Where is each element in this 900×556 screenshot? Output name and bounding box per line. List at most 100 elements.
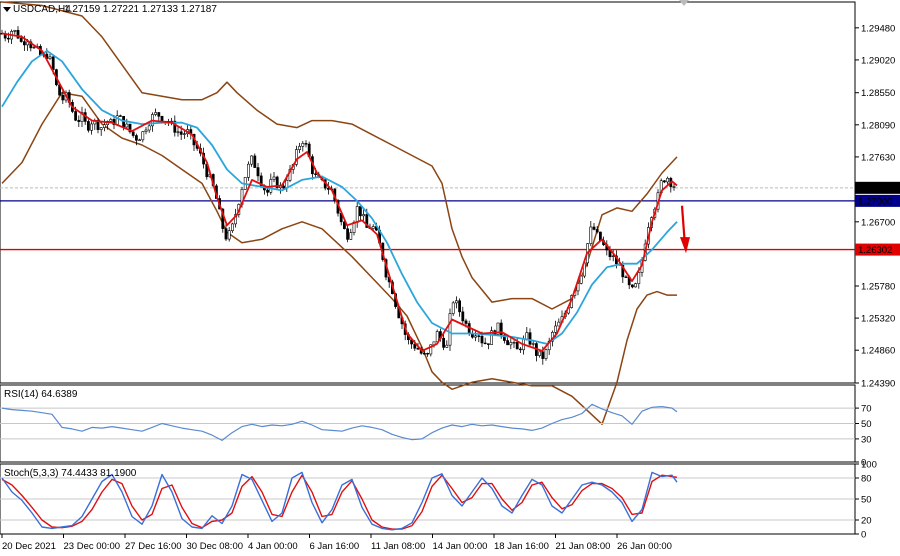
candle-body <box>22 41 26 46</box>
rsi-line <box>1 403 678 441</box>
ma-fast-line <box>1 32 678 352</box>
candle-body <box>531 343 535 345</box>
price-tick-label: 1.28090 <box>861 120 895 131</box>
candle-body <box>224 228 228 240</box>
candle-body <box>125 123 129 128</box>
candle-body <box>13 30 17 32</box>
candle-body <box>342 221 346 230</box>
candle-body <box>458 300 462 313</box>
candle-body <box>99 127 103 130</box>
stoch-label: Stoch(5,3,3) 74.4433 81.1900 <box>4 468 137 479</box>
candle-body <box>557 321 561 327</box>
candle-body <box>109 119 113 122</box>
price-tick-label: 1.29020 <box>861 55 895 66</box>
candle-body <box>477 335 481 337</box>
candle-body <box>509 342 513 346</box>
candle-body <box>304 143 308 145</box>
candle-body <box>662 180 666 183</box>
candle-body <box>247 163 250 178</box>
down-arrow-head-icon <box>680 237 690 254</box>
candle-body <box>429 344 433 355</box>
candle-body <box>294 149 298 165</box>
candle-body <box>621 264 625 278</box>
candle-body <box>77 119 81 122</box>
candle-body <box>595 229 599 233</box>
price-tick-label: 1.28550 <box>861 88 895 99</box>
symbol-label: USDCAD,H4 <box>13 4 71 15</box>
candle-body <box>435 331 439 343</box>
scroll-corner-icon[interactable] <box>679 0 689 6</box>
candle-body <box>173 120 177 133</box>
x-tick-label: 20 Dec 2021 <box>2 541 56 552</box>
candle-body <box>314 173 318 175</box>
candle-body <box>128 123 132 133</box>
candle-body <box>474 335 478 338</box>
candle-body <box>515 342 519 350</box>
candle-body <box>61 94 65 101</box>
candle-body <box>275 176 279 189</box>
level-badge-red-bg <box>855 243 900 256</box>
axis-layer: 1.29480 1.29020 1.28550 1.28090 1.27630 1.267… <box>1 23 900 552</box>
candle-body <box>138 139 142 141</box>
price-tick-label: 1.24390 <box>861 379 895 390</box>
candle-body <box>637 272 641 284</box>
candle-body <box>16 30 20 39</box>
rsi-tick-label: 0 <box>861 458 866 469</box>
candle-body <box>451 302 455 314</box>
ohlc-readout: 1.27159 1.27221 1.27133 1.27187 <box>64 4 217 15</box>
candle-body <box>160 115 164 122</box>
candle-body <box>298 146 302 150</box>
candle-body <box>541 351 545 359</box>
candle-body <box>506 340 510 346</box>
candle-body <box>611 255 615 258</box>
price-tick-label: 1.27630 <box>861 152 895 163</box>
current-price-badge: 1.27187 <box>858 183 892 194</box>
x-tick-label: 4 Jan 00:00 <box>248 541 298 552</box>
candle-body <box>413 343 417 349</box>
candle-body <box>90 123 94 131</box>
candle-body <box>154 112 158 115</box>
candle-body <box>157 112 161 117</box>
candle-body <box>589 226 593 244</box>
candle-body <box>176 131 180 133</box>
price-panel[interactable] <box>0 1 856 384</box>
rsi-layer <box>0 403 855 441</box>
price-tick-label: 1.24860 <box>861 346 895 357</box>
bollinger-lower <box>1 91 677 425</box>
price-layer <box>0 1 855 425</box>
x-tick-label: 21 Jan 08:00 <box>556 541 611 552</box>
symbol-menu-icon[interactable] <box>3 7 11 12</box>
candle-body <box>266 189 270 193</box>
candle-body <box>480 335 484 344</box>
candle-body <box>502 334 506 341</box>
price-tick-label: 1.26700 <box>861 217 895 228</box>
candle-body <box>358 206 362 217</box>
x-tick-label: 11 Jan 08:00 <box>371 541 425 552</box>
candle-body <box>496 322 500 335</box>
candle-body <box>362 214 366 217</box>
stoch-tick-label: 0 <box>861 530 866 541</box>
candle-body <box>355 206 359 223</box>
candle-body <box>19 37 23 42</box>
candle-body <box>538 351 542 356</box>
x-tick-label: 6 Jan 16:00 <box>310 541 360 552</box>
candle-body <box>518 348 522 351</box>
rsi-tick-label: 70 <box>861 404 872 415</box>
candle-body <box>426 353 430 355</box>
candle-body <box>231 223 234 231</box>
candle-body <box>499 322 503 336</box>
rsi-tick-label: 30 <box>861 434 872 445</box>
x-tick-label: 23 Dec 00:00 <box>64 541 121 552</box>
candle-body <box>442 337 446 348</box>
candle-body <box>634 283 638 288</box>
candle-body <box>346 228 350 240</box>
candle-body <box>112 119 116 125</box>
candle-body <box>250 155 254 165</box>
rsi-tick-label: 50 <box>861 419 872 430</box>
candle-body <box>464 320 468 324</box>
candle-body <box>227 230 231 240</box>
candle-body <box>512 342 516 344</box>
price-tick-label: 1.25320 <box>861 314 895 325</box>
candle-body <box>486 343 490 345</box>
candle-body <box>131 131 135 136</box>
